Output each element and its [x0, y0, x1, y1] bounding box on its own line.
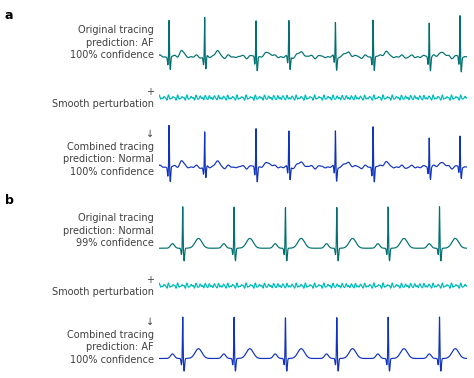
Text: ↓
Combined tracing
prediction: AF
100% confidence: ↓ Combined tracing prediction: AF 100% c… [67, 318, 154, 364]
Text: Original tracing
prediction: Normal
99% confidence: Original tracing prediction: Normal 99% … [64, 213, 154, 248]
Text: b: b [5, 194, 14, 207]
Text: a: a [5, 9, 13, 22]
Text: +
Smooth perturbation: + Smooth perturbation [52, 275, 154, 297]
Text: ↓
Combined tracing
prediction: Normal
100% confidence: ↓ Combined tracing prediction: Normal 10… [64, 129, 154, 177]
Text: Original tracing
prediction: AF
100% confidence: Original tracing prediction: AF 100% con… [70, 25, 154, 60]
Text: +
Smooth perturbation: + Smooth perturbation [52, 87, 154, 109]
